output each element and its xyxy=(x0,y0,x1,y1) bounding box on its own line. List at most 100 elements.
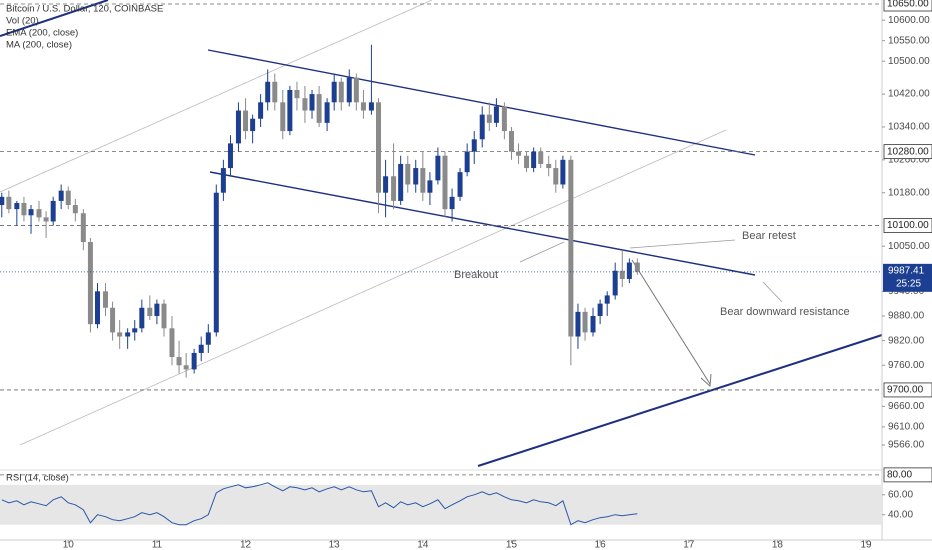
channel-line xyxy=(19,129,727,446)
candle-body xyxy=(287,89,293,132)
candle-body xyxy=(449,196,455,210)
y-tick-label: 10050.00 xyxy=(888,241,930,252)
level-box xyxy=(883,218,932,233)
indicator-label: MA (200, close) xyxy=(6,40,72,51)
candle-body xyxy=(43,217,49,222)
candle-body xyxy=(102,291,108,308)
rsi-title: RSI (14, close) xyxy=(6,473,69,484)
y-tick-label: 9660.00 xyxy=(888,401,925,412)
rsi-tick-label: 40.00 xyxy=(888,509,913,520)
candle-body xyxy=(65,190,71,206)
candle-body xyxy=(479,114,485,140)
drawings xyxy=(0,0,883,467)
candle-body xyxy=(87,242,93,325)
rsi-level-label: 80.00 xyxy=(887,470,912,481)
annotation: Bear retest xyxy=(742,230,796,242)
candle-body xyxy=(139,307,145,329)
candle-body xyxy=(50,200,56,222)
arrow xyxy=(629,239,736,249)
y-tick-label: 10340.00 xyxy=(888,122,930,133)
candle-body xyxy=(619,270,625,279)
level-box xyxy=(883,144,932,160)
countdown-label: 25:25 xyxy=(896,278,921,289)
indicator-label: Vol (20) xyxy=(6,16,39,27)
candle-body xyxy=(154,303,160,316)
candle-body xyxy=(198,344,204,353)
candle-body xyxy=(36,209,42,218)
candle-body xyxy=(205,332,211,345)
candle-body xyxy=(227,143,233,169)
candle-body xyxy=(524,155,530,169)
candle-body xyxy=(612,270,618,296)
candle-body xyxy=(147,307,153,316)
candle-body xyxy=(294,89,300,99)
candle-body xyxy=(442,155,448,210)
candle-body xyxy=(486,114,492,123)
x-tick-label: 19 xyxy=(860,540,872,550)
candle-body xyxy=(435,155,441,181)
y-tick-label: 9820.00 xyxy=(888,335,925,346)
y-tick-label: 10500.00 xyxy=(888,56,930,67)
candle-body xyxy=(250,118,256,132)
rsi-tick-label: 60.00 xyxy=(888,489,913,500)
level-label: 9700.00 xyxy=(887,385,924,396)
candle-body xyxy=(95,291,101,325)
candle-body xyxy=(21,202,27,216)
candle-body xyxy=(516,151,522,156)
candle-body xyxy=(220,168,226,193)
candle-body xyxy=(346,77,352,103)
candle-body xyxy=(258,102,264,119)
arrow-head xyxy=(700,373,712,388)
candle-body xyxy=(501,106,507,132)
candle-body xyxy=(28,209,34,216)
candle-body xyxy=(391,176,397,201)
candle-body xyxy=(324,102,330,123)
candle-body xyxy=(161,303,167,329)
x-tick-label: 12 xyxy=(240,540,252,550)
candle-body xyxy=(6,196,12,210)
candle-body xyxy=(568,159,574,337)
candle-body xyxy=(280,102,286,132)
candle-body xyxy=(413,168,419,185)
level-box xyxy=(883,382,932,398)
candle-body xyxy=(383,176,389,193)
resistance-line xyxy=(207,49,756,156)
candle-body xyxy=(560,159,566,185)
candle-body xyxy=(597,303,603,316)
candle-body xyxy=(376,102,382,193)
y-tick-label: 9566.00 xyxy=(888,440,925,451)
y-tick-label: 9880.00 xyxy=(888,311,925,322)
x-tick-label: 15 xyxy=(506,540,518,550)
candle-body xyxy=(457,172,463,197)
last-price-label: 9987.41 xyxy=(888,265,925,276)
candle-body xyxy=(14,202,20,210)
candle-body xyxy=(420,168,426,193)
candle-body xyxy=(110,307,116,333)
candle-body xyxy=(243,110,249,132)
candle-body xyxy=(58,190,64,201)
candle-body xyxy=(360,102,366,111)
y-tick-label: 9610.00 xyxy=(888,422,925,433)
trend-line xyxy=(477,334,883,467)
arrow xyxy=(631,259,711,385)
candle-body xyxy=(427,180,433,193)
arrow xyxy=(762,281,783,303)
candle-body xyxy=(72,205,78,214)
candle-body xyxy=(368,102,374,111)
y-tick-label: 9760.00 xyxy=(888,360,925,371)
level-label: 10650.00 xyxy=(887,0,929,10)
candle-body xyxy=(80,213,86,243)
candle-body xyxy=(508,131,514,152)
candle-body xyxy=(117,332,123,337)
candle-body xyxy=(626,262,632,279)
level-box xyxy=(883,467,932,483)
chart-title: Bitcoin / U.S. Dollar, 120, COINBASE xyxy=(6,4,163,15)
candle-body xyxy=(183,365,189,370)
candle-body xyxy=(493,106,499,123)
support-line xyxy=(209,171,756,276)
candle-body xyxy=(538,151,544,164)
candle-body xyxy=(132,328,138,333)
trend-line xyxy=(0,0,109,37)
